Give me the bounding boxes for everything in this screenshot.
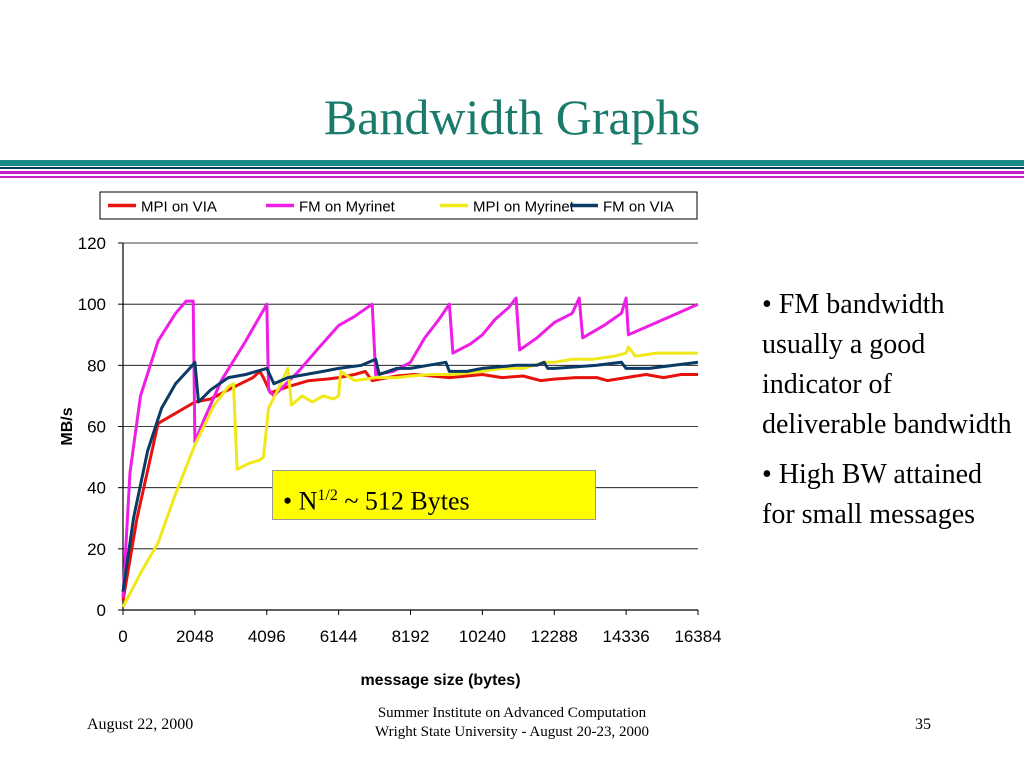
bandwidth-chart: 0 20 40 60 80 100 120 0 2048 4096 6144 8192 10240 122… [59,191,722,689]
y-tick-label: 120 [78,234,106,253]
x-tick-label: 14336 [602,627,649,646]
footer-institute: Summer Institute on Advanced Computation… [312,704,712,742]
y-axis-label: MB/s [59,407,76,445]
y-tick-label: 20 [87,540,106,559]
x-tick-label: 0 [118,627,127,646]
y-tick-label: 60 [87,418,106,437]
series-line [121,296,699,598]
x-tick-label: 12288 [531,627,578,646]
slide-title: Bandwidth Graphs [323,89,701,145]
x-tick-label: 6144 [320,627,358,646]
legend-label: MPI on Myrinet [473,199,575,216]
y-tick-label: 80 [87,356,106,375]
legend-label: FM on VIA [603,199,674,216]
footer-page-number: 35 [915,716,931,733]
legend-label: MPI on VIA [141,199,217,216]
footer-institute-line1: Summer Institute on Advanced Computation [377,705,647,721]
y-tick-label: 100 [78,295,106,314]
bullet-high-bw: • High BW attained for small messages [762,459,983,530]
title-rule-magenta-2 [0,176,1024,178]
y-tick-label: 0 [97,601,106,620]
callout-prefix: • N [283,486,318,516]
x-tick-label: 16384 [674,627,721,646]
series-line [121,345,698,608]
x-axis-label: message size (bytes) [360,672,520,689]
bullet-list: • FM bandwidth usually a good indicator … [762,285,1012,545]
y-tick-label: 40 [87,479,106,498]
series-line [121,357,699,592]
title-rule-teal [0,160,1024,166]
series-line [121,369,698,602]
n-half-callout: • N1/2 ~ 512 Bytes [272,470,596,520]
x-tick-label: 4096 [248,627,286,646]
x-tick-label: 2048 [176,627,214,646]
legend-label: FM on Myrinet [299,199,396,216]
callout-superscript: 1/2 [317,487,338,504]
x-tick-label: 8192 [392,627,430,646]
title-rule-navy [0,167,1024,169]
x-tick-label: 10240 [459,627,506,646]
footer-date: August 22, 2000 [87,716,194,733]
callout-suffix: ~ 512 Bytes [337,486,470,516]
footer-institute-line2: Wright State University - August 20-23, … [375,724,649,740]
title-rule-magenta-1 [0,171,1024,174]
bullet-fm-bandwidth: • FM bandwidth usually a good indicator … [762,289,1012,440]
